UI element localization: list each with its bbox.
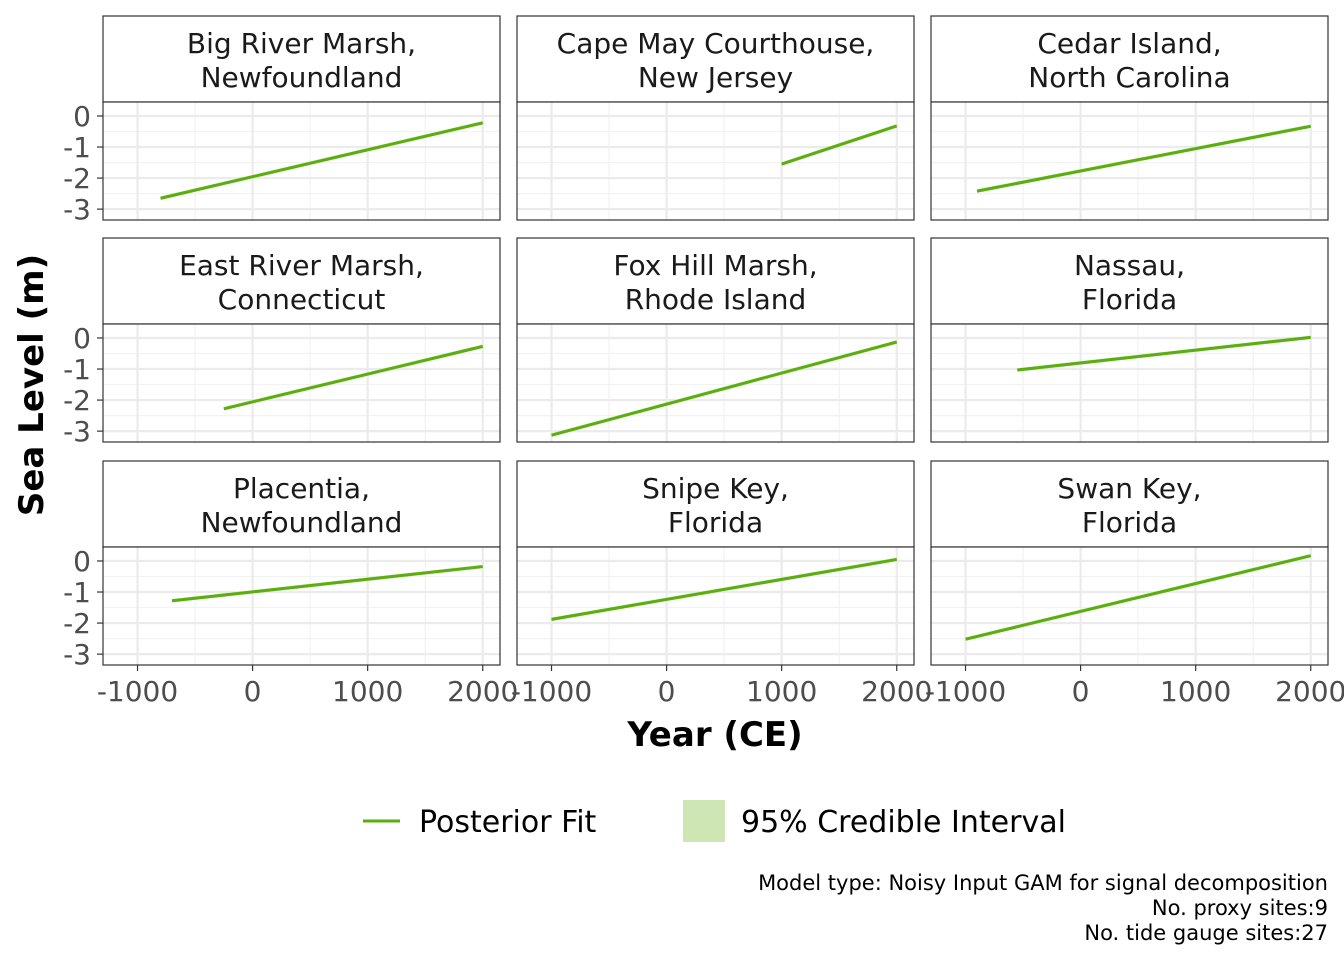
y-tick-label: -1 bbox=[63, 576, 91, 609]
plot-background bbox=[517, 102, 914, 220]
facet-strip bbox=[102, 460, 501, 548]
posterior-fit-line bbox=[160, 121, 484, 200]
facet-panel: Cape May Courthouse,New Jersey bbox=[516, 15, 915, 221]
facet-title: Florida bbox=[668, 506, 763, 539]
posterior-fit-line bbox=[781, 124, 898, 166]
y-tick-label: 0 bbox=[73, 322, 91, 355]
facet-panel: Cedar Island,North Carolina bbox=[930, 15, 1329, 221]
panel-border bbox=[930, 101, 1329, 221]
caption-line: Model type: Noisy Input GAM for signal d… bbox=[758, 871, 1328, 895]
legend-label-credible-interval: 95% Credible Interval bbox=[741, 805, 1066, 840]
y-tick-label: -3 bbox=[63, 415, 91, 448]
panel-border bbox=[102, 101, 501, 221]
facet-strip bbox=[516, 237, 915, 325]
facet-strip bbox=[930, 460, 1329, 548]
facet-title: Swan Key, bbox=[1057, 472, 1201, 505]
x-tick-label: -1000 bbox=[925, 675, 1006, 708]
y-tick-label: 0 bbox=[73, 545, 91, 578]
caption-line: No. proxy sites:9 bbox=[1152, 896, 1328, 920]
facet-panel: Nassau,Florida bbox=[930, 237, 1329, 443]
x-axis-title: Year (CE) bbox=[626, 715, 802, 755]
x-tick-label: -1000 bbox=[511, 675, 592, 708]
facet-panel: Big River Marsh,Newfoundland 0-1-2-3 bbox=[63, 15, 501, 226]
y-tick-label: -3 bbox=[63, 193, 91, 226]
panel-border bbox=[930, 323, 1329, 443]
y-tick-label: -1 bbox=[63, 353, 91, 386]
facet-title: Newfoundland bbox=[201, 506, 403, 539]
facet-strip bbox=[102, 15, 501, 103]
plot-background bbox=[103, 102, 500, 220]
facet-title: Placentia, bbox=[233, 472, 370, 505]
facet-strip bbox=[516, 15, 915, 103]
y-axis-title: Sea Level (m) bbox=[12, 254, 52, 516]
x-tick-label: 2000 bbox=[861, 675, 932, 708]
panel-border bbox=[102, 546, 501, 666]
panel-border bbox=[516, 101, 915, 221]
x-tick-label: 1000 bbox=[332, 675, 403, 708]
posterior-fit-line bbox=[551, 557, 897, 621]
facet-panel: Swan Key,Florida -1000 0 1000 2000 bbox=[925, 460, 1344, 708]
facet-title: Florida bbox=[1082, 283, 1177, 316]
facet-title: New Jersey bbox=[638, 61, 793, 94]
facet-panel: Snipe Key,Florida -1000 0 1000 2000 bbox=[511, 460, 932, 708]
facet-strip bbox=[930, 15, 1329, 103]
panel-border bbox=[516, 546, 915, 666]
y-tick-label: 0 bbox=[73, 100, 91, 133]
facet-title: Big River Marsh, bbox=[187, 27, 416, 60]
x-tick-label: 1000 bbox=[1160, 675, 1231, 708]
posterior-fit-line bbox=[1017, 335, 1311, 372]
x-tick-label: 1000 bbox=[746, 675, 817, 708]
facet-title: Snipe Key, bbox=[642, 472, 789, 505]
facet-strip bbox=[102, 237, 501, 325]
legend-key-credible-interval bbox=[683, 800, 725, 842]
plot-background bbox=[103, 324, 500, 442]
x-tick-label: 0 bbox=[658, 675, 676, 708]
facet-title: Cedar Island, bbox=[1037, 27, 1221, 60]
facet-title: Rhode Island bbox=[625, 283, 807, 316]
y-tick-label: -1 bbox=[63, 131, 91, 164]
facet-title: Newfoundland bbox=[201, 61, 403, 94]
y-tick-label: -2 bbox=[63, 384, 91, 417]
plot-background bbox=[103, 547, 500, 665]
x-tick-label: 2000 bbox=[1275, 675, 1344, 708]
facet-title: Nassau, bbox=[1074, 249, 1185, 282]
facet-title: Fox Hill Marsh, bbox=[613, 249, 817, 282]
legend: Posterior Fit 95% Credible Interval bbox=[363, 800, 1066, 842]
facet-title: North Carolina bbox=[1028, 61, 1230, 94]
y-tick-label: -2 bbox=[63, 162, 91, 195]
posterior-fit-line bbox=[171, 565, 483, 603]
facet-title: Connecticut bbox=[218, 283, 386, 316]
y-tick-label: -2 bbox=[63, 607, 91, 640]
plot-background bbox=[517, 547, 914, 665]
panel-border bbox=[102, 323, 501, 443]
posterior-fit-line bbox=[223, 344, 484, 411]
facet-title: Cape May Courthouse, bbox=[557, 27, 875, 60]
posterior-fit-line bbox=[551, 340, 898, 437]
x-tick-label: 0 bbox=[1072, 675, 1090, 708]
y-tick-label: -3 bbox=[63, 638, 91, 671]
posterior-fit-line bbox=[965, 554, 1312, 641]
panel-border bbox=[516, 323, 915, 443]
facet-panel: Fox Hill Marsh,Rhode Island bbox=[516, 237, 915, 443]
facet-panel: East River Marsh,Connecticut 0-1-2-3 bbox=[63, 237, 501, 448]
posterior-fit-line bbox=[976, 124, 1312, 193]
caption-line: No. tide gauge sites:27 bbox=[1084, 921, 1328, 945]
x-tick-label: 2000 bbox=[447, 675, 518, 708]
panel-border bbox=[930, 546, 1329, 666]
x-tick-label: 0 bbox=[244, 675, 262, 708]
facet-title: Florida bbox=[1082, 506, 1177, 539]
plot-background bbox=[517, 324, 914, 442]
x-tick-label: -1000 bbox=[97, 675, 178, 708]
legend-label-posterior-fit: Posterior Fit bbox=[419, 805, 597, 840]
facet-title: East River Marsh, bbox=[179, 249, 424, 282]
